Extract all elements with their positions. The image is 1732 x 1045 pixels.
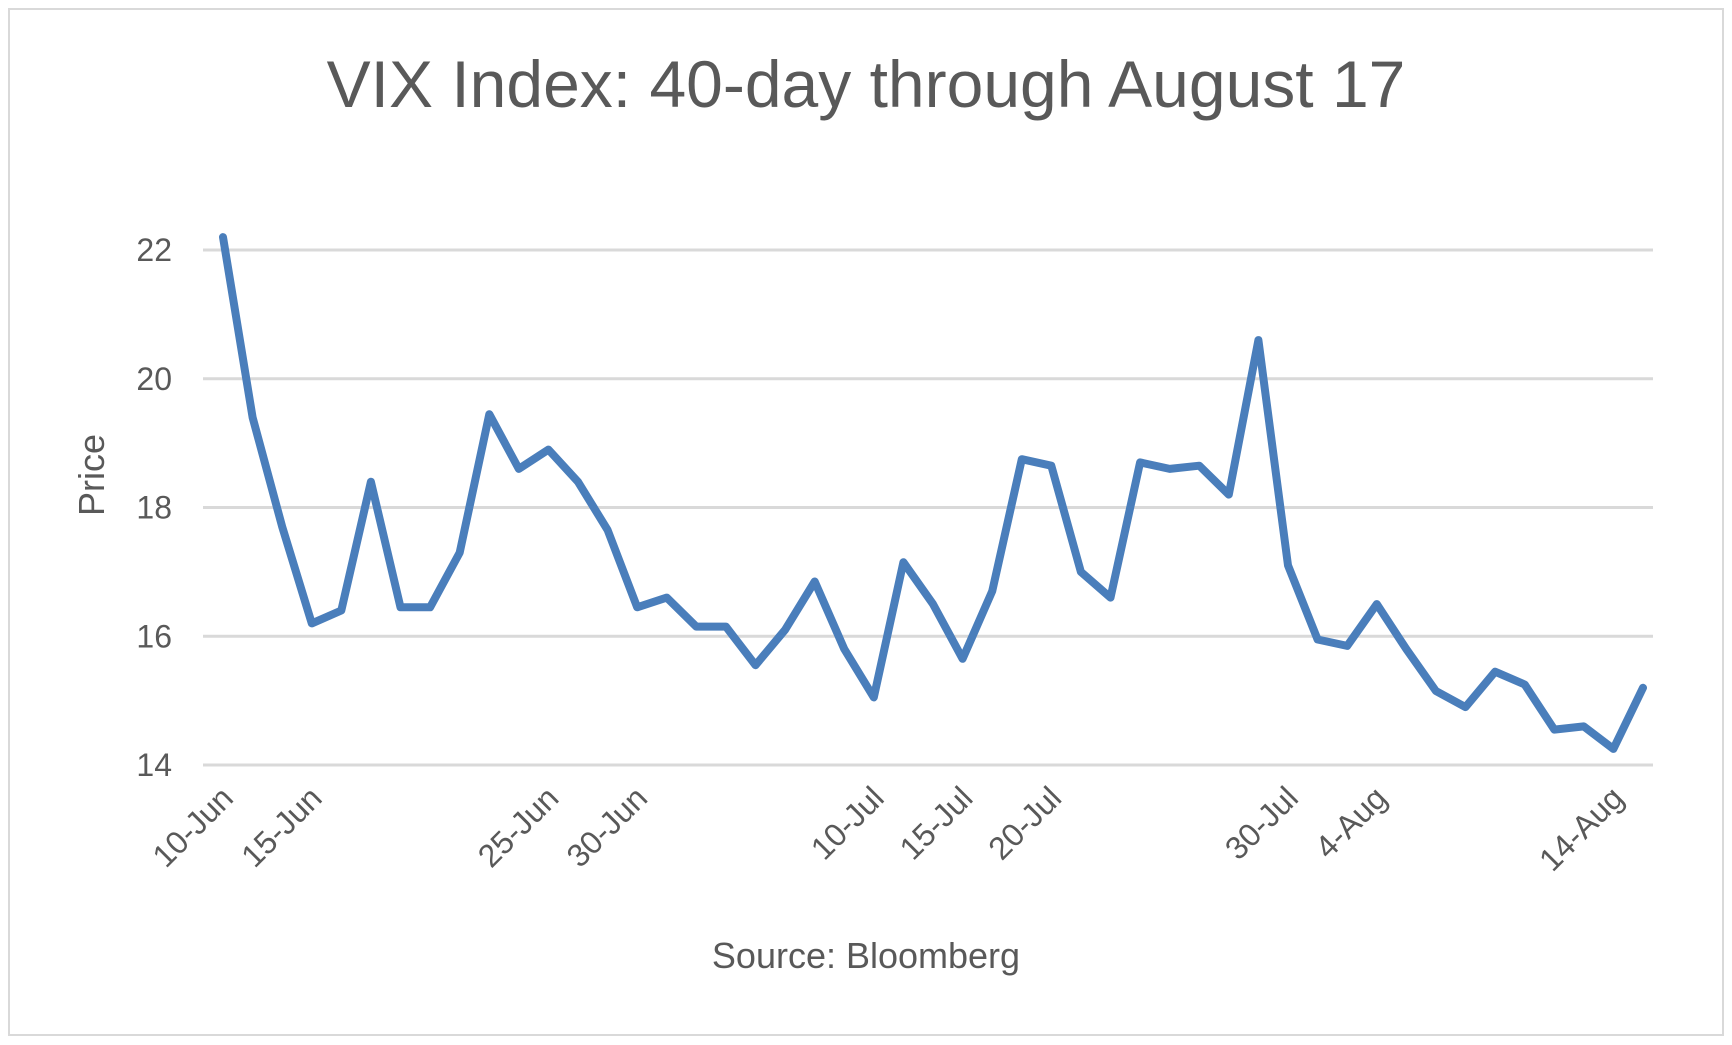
x-tick-label: 20-Jul [981, 779, 1068, 866]
series [219, 233, 1647, 753]
x-tick-label: 15-Jul [892, 779, 979, 866]
x-tick-label: 10-Jun [145, 779, 240, 874]
x-tick-label: 25-Jun [471, 779, 566, 874]
y-axis-ticks: 14 16 18 20 22 [136, 232, 172, 783]
x-tick-label: 4-Aug [1308, 779, 1394, 865]
x-axis-label: Source: Bloomberg [712, 935, 1020, 976]
chart-title: VIX Index: 40-day through August 17 [327, 47, 1406, 121]
x-tick-label: 14-Aug [1532, 779, 1630, 877]
y-tick-label: 14 [136, 747, 172, 783]
x-tick-label: 30-Jul [1218, 779, 1305, 866]
gridlines [203, 248, 1653, 767]
y-tick-label: 16 [136, 618, 172, 654]
x-tick-label: 10-Jul [804, 779, 891, 866]
x-tick-label: 30-Jun [559, 779, 654, 874]
y-tick-label: 18 [136, 490, 172, 526]
series-line [219, 233, 1647, 753]
y-axis-label: Price [71, 434, 112, 516]
chart-frame [8, 8, 1724, 1036]
x-tick-label: 15-Jun [234, 779, 329, 874]
y-tick-label: 22 [136, 232, 172, 268]
y-tick-label: 20 [136, 361, 172, 397]
